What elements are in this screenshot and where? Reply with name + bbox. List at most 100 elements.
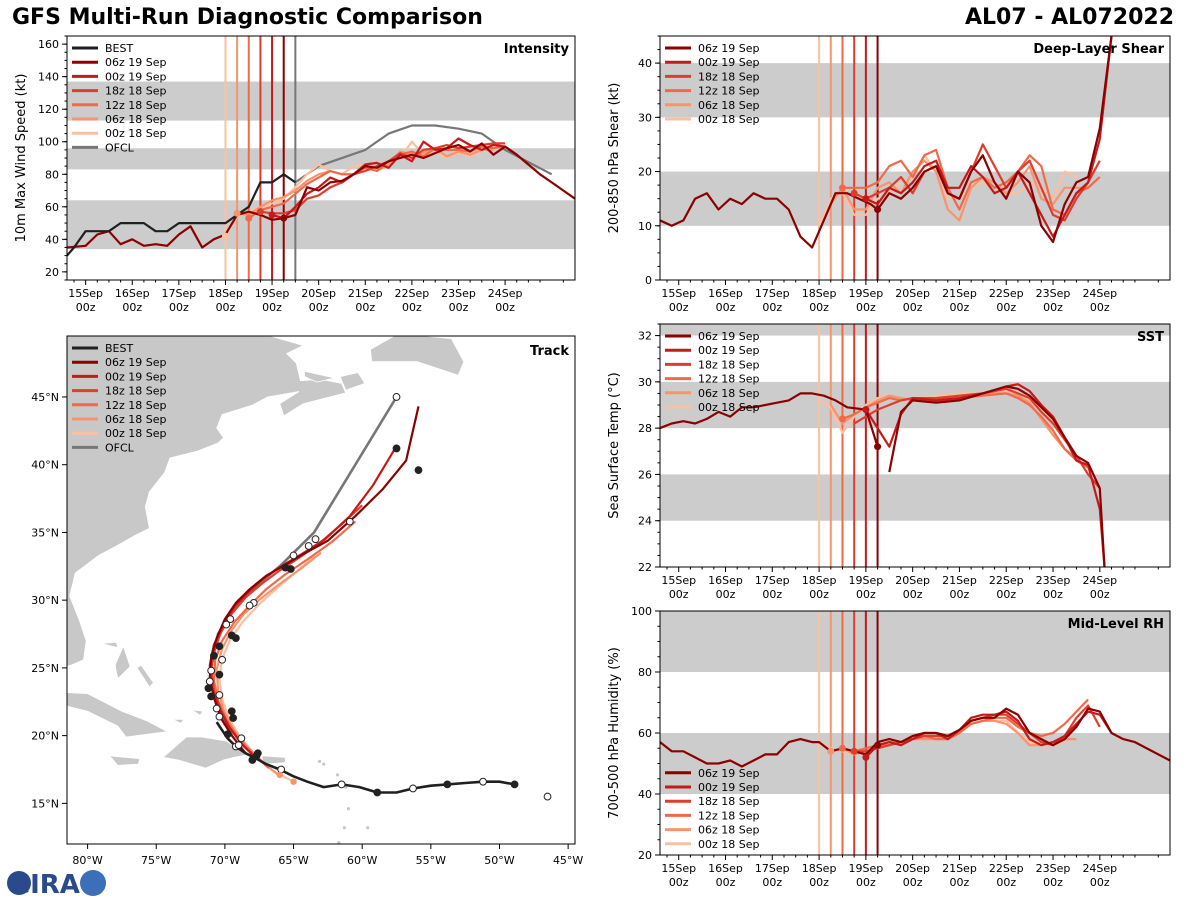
track-position-hollow <box>226 615 235 624</box>
init-marker <box>280 214 288 222</box>
x-tick-label: 22Sep <box>989 574 1024 587</box>
y-tick-label: 10 <box>638 220 652 233</box>
legend-label: 18z 18 Sep <box>698 358 760 371</box>
x-tick-label: 00z <box>762 876 782 889</box>
track-line <box>215 721 515 794</box>
threshold-band <box>67 200 575 250</box>
track-position-hollow <box>543 792 552 801</box>
legend-label: 00z 18 Sep <box>698 401 760 414</box>
track-position-filled <box>443 780 452 789</box>
x-tick-label: 22Sep <box>989 287 1024 300</box>
x-tick-label: 00z <box>762 301 782 314</box>
legend-label: 06z 19 Sep <box>698 767 760 780</box>
series-line <box>865 36 1113 238</box>
x-tick-label: 00z <box>1043 301 1063 314</box>
track-position-filled <box>253 749 262 758</box>
x-tick-label: 18Sep <box>802 574 837 587</box>
x-tick-label: 00z <box>716 588 736 601</box>
track-position-hollow <box>345 517 354 526</box>
x-tick-label: 80°W <box>72 854 102 867</box>
init-marker <box>850 189 858 197</box>
pei-land <box>304 370 335 383</box>
legend-label: 12z 18 Sep <box>105 99 167 112</box>
cira-logo: CIRA <box>7 870 106 900</box>
y-tick-label: 20 <box>45 266 59 279</box>
y-tick-label: 30 <box>638 376 652 389</box>
y-tick-label: 20°N <box>31 730 59 743</box>
track-position-hollow <box>218 655 227 664</box>
x-tick-label: 00z <box>716 876 736 889</box>
x-tick-label: 00z <box>950 301 970 314</box>
y-tick-label: 100 <box>38 136 59 149</box>
y-tick-label: 45°N <box>31 391 59 404</box>
x-tick-label: 00z <box>1090 301 1110 314</box>
legend-label: 18z 18 Sep <box>105 385 167 398</box>
x-tick-label: 00z <box>216 301 236 314</box>
y-tick-label: 0 <box>645 274 652 287</box>
threshold-band <box>660 381 1170 429</box>
y-tick-label: 60 <box>45 201 59 214</box>
y-tick-label: 26 <box>638 468 652 481</box>
x-tick-label: 70°W <box>210 854 240 867</box>
x-tick-label: 60°W <box>347 854 377 867</box>
y-tick-label: 22 <box>638 561 652 574</box>
init-marker <box>827 747 835 755</box>
x-tick-label: 20Sep <box>895 862 930 875</box>
y-axis-label: 10m Max Wind Speed (kt) <box>14 74 29 243</box>
y-tick-label: 100 <box>631 605 652 618</box>
legend-label: 06z 18 Sep <box>698 824 760 837</box>
legend-label: 12z 18 Sep <box>698 809 760 822</box>
legend-label: 12z 18 Sep <box>698 373 760 386</box>
threshold-band <box>67 148 575 170</box>
forecast-start-marker <box>276 771 284 779</box>
x-tick-label: 15Sep <box>661 287 696 300</box>
panel-title: SST <box>1137 330 1164 345</box>
x-tick-label: 20Sep <box>301 287 336 300</box>
x-tick-label: 00z <box>903 588 923 601</box>
lesser-antilles-land <box>318 759 322 763</box>
track-position-hollow <box>289 551 298 560</box>
lesser-antilles-land <box>337 841 341 844</box>
y-tick-label: 80 <box>638 666 652 679</box>
series-line <box>865 710 1113 759</box>
lesser-antilles-land <box>322 762 326 766</box>
init-marker <box>838 415 846 423</box>
x-tick-label: 00z <box>996 301 1016 314</box>
track-position-filled <box>207 692 216 701</box>
x-tick-label: 21Sep <box>942 287 977 300</box>
threshold-band <box>660 63 1170 118</box>
track-line <box>208 447 397 759</box>
track-position-filled <box>210 651 218 660</box>
track-position-filled <box>510 780 519 789</box>
y-tick-label: 40 <box>638 788 652 801</box>
track-position-filled <box>414 466 423 475</box>
y-tick-label: 15°N <box>31 797 59 810</box>
legend-label: 06z 18 Sep <box>105 413 167 426</box>
series-line <box>224 140 483 237</box>
x-tick-label: 00z <box>996 876 1016 889</box>
x-tick-label: 24Sep <box>488 287 523 300</box>
series-line <box>67 142 575 249</box>
track-position-filled <box>223 730 232 739</box>
x-tick-label: 19Sep <box>849 862 884 875</box>
x-tick-label: 23Sep <box>1036 287 1071 300</box>
y-tick-label: 32 <box>638 330 652 343</box>
init-marker <box>862 195 870 203</box>
cuba-land <box>67 692 169 738</box>
track-position-hollow <box>205 677 214 686</box>
init-marker <box>874 443 882 451</box>
series-line <box>67 173 297 257</box>
x-tick-label: 00z <box>716 301 736 314</box>
x-tick-label: 00z <box>669 301 689 314</box>
x-tick-label: 00z <box>669 588 689 601</box>
track-position-hollow <box>409 784 417 793</box>
logo-text: CIRA <box>11 870 80 900</box>
series-line <box>248 145 506 220</box>
x-tick-label: 18Sep <box>208 287 243 300</box>
x-tick-label: 00z <box>355 301 375 314</box>
threshold-band <box>660 611 1170 672</box>
track-position-hollow <box>337 780 346 789</box>
